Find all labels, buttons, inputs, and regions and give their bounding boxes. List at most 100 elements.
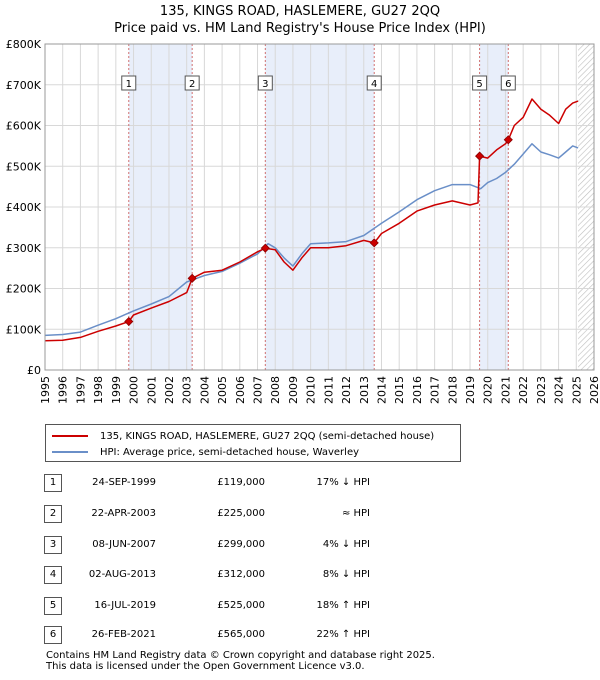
sale-price: £225,000 [217, 508, 265, 519]
sale-hpi-comparison: ≈ HPI [341, 508, 370, 519]
table-row: 5 16-JUL-2019 £525,000 18% ↑ HPI [0, 597, 600, 617]
legend-label-hpi: HPI: Average price, semi-detached house,… [100, 446, 360, 458]
sale-point [260, 243, 270, 253]
x-tick-label: 2023 [535, 376, 548, 404]
sale-label-number: 1 [126, 79, 132, 90]
x-tick-label: 2018 [446, 376, 459, 404]
legend-swatch-hpi [52, 451, 88, 453]
table-row: 6 26-FEB-2021 £565,000 22% ↑ HPI [0, 626, 600, 646]
sale-date: 22-APR-2003 [91, 508, 156, 519]
x-tick-label: 2006 [234, 376, 247, 404]
sale-hpi-comparison: 4% ↓ HPI [322, 539, 370, 550]
table-row: 1 24-SEP-1999 £119,000 17% ↓ HPI [0, 474, 600, 494]
sale-label-box [472, 75, 488, 91]
sale-date: 16-JUL-2019 [94, 600, 156, 611]
table-row: 4 02-AUG-2013 £312,000 8% ↓ HPI [0, 566, 600, 586]
sale-date: 26-FEB-2021 [91, 629, 156, 640]
sale-hpi-comparison: 18% ↑ HPI [316, 600, 370, 611]
x-tick-label: 2024 [553, 376, 566, 404]
legend-label-property: 135, KINGS ROAD, HASLEMERE, GU27 2QQ (se… [100, 430, 435, 442]
sale-number-badge: 3 [44, 536, 62, 554]
x-tick-label: 2007 [252, 376, 265, 404]
x-tick-label: 2000 [128, 376, 141, 404]
sale-label-number: 6 [505, 79, 511, 90]
x-tick-label: 2021 [499, 376, 512, 404]
y-tick-label: £300K [6, 242, 42, 255]
x-tick-label: 1996 [57, 376, 70, 404]
x-tick-label: 2014 [375, 376, 388, 404]
x-tick-label: 2025 [570, 376, 583, 404]
x-tick-label: 2011 [322, 376, 335, 404]
x-tick-label: 2009 [287, 376, 300, 404]
y-tick-label: £700K [6, 79, 42, 92]
sale-label-number: 2 [189, 79, 195, 90]
y-tick-label: £500K [6, 160, 42, 173]
legend-item-property: 135, KINGS ROAD, HASLEMERE, GU27 2QQ (se… [52, 429, 434, 443]
chart-subtitle: Price paid vs. HM Land Registry's House … [114, 21, 486, 36]
x-tick-label: 2012 [340, 376, 353, 404]
x-tick-label: 2017 [429, 376, 442, 404]
x-tick-label: 2016 [411, 376, 424, 404]
x-tick-label: 2001 [145, 376, 158, 404]
sale-hpi-comparison: 22% ↑ HPI [316, 629, 370, 640]
sale-number-badge: 6 [44, 626, 62, 644]
sale-label-box [500, 75, 516, 91]
sale-price: £299,000 [217, 539, 265, 550]
sale-label-box [121, 75, 137, 91]
sale-label-box [366, 75, 382, 91]
price-chart: 1 2 3 4 5 6 £0 £100K £200K £300K £400K £500K £600K £… [6, 38, 600, 404]
sale-label-box [257, 75, 273, 91]
x-tick-label: 2020 [482, 376, 495, 404]
x-tick-label: 2004 [198, 376, 211, 404]
x-tick-label: 2013 [358, 376, 371, 404]
y-tick-label: £800K [6, 38, 42, 51]
legend-swatch-property [52, 435, 88, 437]
footer-line-licence: This data is licensed under the Open Gov… [46, 661, 365, 672]
y-tick-label: £400K [6, 201, 42, 214]
sale-point [475, 151, 485, 161]
table-row: 3 08-JUN-2007 £299,000 4% ↓ HPI [0, 536, 600, 556]
sale-label-number: 3 [262, 79, 268, 90]
y-tick-label: £200K [6, 283, 42, 296]
x-tick-label: 1999 [110, 376, 123, 404]
y-tick-label: £0 [27, 364, 41, 377]
footer-line-copyright: Contains HM Land Registry data © Crown c… [46, 650, 435, 661]
x-tick-label: 1997 [74, 376, 87, 404]
x-tick-label: 2002 [163, 376, 176, 404]
sale-number-badge: 2 [44, 505, 62, 523]
sale-point [187, 273, 197, 283]
sale-date: 08-JUN-2007 [92, 539, 156, 550]
sale-number-badge: 5 [44, 597, 62, 615]
x-tick-label: 2005 [216, 376, 229, 404]
x-tick-label: 2022 [517, 376, 530, 404]
y-tick-label: £600K [6, 120, 42, 133]
sale-point [124, 316, 134, 327]
sale-hpi-comparison: 8% ↓ HPI [322, 569, 370, 580]
x-tick-label: 2015 [393, 376, 406, 404]
table-row: 2 22-APR-2003 £225,000 ≈ HPI [0, 505, 600, 525]
sale-date: 02-AUG-2013 [88, 569, 156, 580]
property-price-line [44, 98, 579, 342]
sale-point [503, 135, 513, 145]
footer-attribution: Contains HM Land Registry data © Crown c… [46, 650, 435, 672]
sale-price: £119,000 [217, 477, 265, 488]
sale-number-badge: 4 [44, 566, 62, 584]
legend-item-hpi: HPI: Average price, semi-detached house,… [52, 445, 359, 459]
sale-hpi-comparison: 17% ↓ HPI [316, 477, 370, 488]
sale-price: £312,000 [217, 569, 265, 580]
x-tick-label: 1995 [39, 376, 52, 404]
x-tick-label: 2003 [181, 376, 194, 404]
x-tick-label: 2026 [588, 376, 600, 404]
chart-title: 135, KINGS ROAD, HASLEMERE, GU27 2QQ [159, 4, 441, 19]
sale-date: 24-SEP-1999 [92, 477, 156, 488]
sale-label-box [184, 75, 200, 91]
sale-point [369, 238, 379, 248]
x-tick-label: 2010 [305, 376, 318, 404]
x-tick-label: 2008 [269, 376, 282, 404]
sale-label-number: 5 [476, 79, 482, 90]
y-tick-label: £100K [6, 323, 42, 336]
sale-price: £565,000 [217, 629, 265, 640]
plot-frame [44, 43, 595, 371]
chart-legend: 135, KINGS ROAD, HASLEMERE, GU27 2QQ (se… [45, 424, 461, 462]
sale-price: £525,000 [217, 600, 265, 611]
